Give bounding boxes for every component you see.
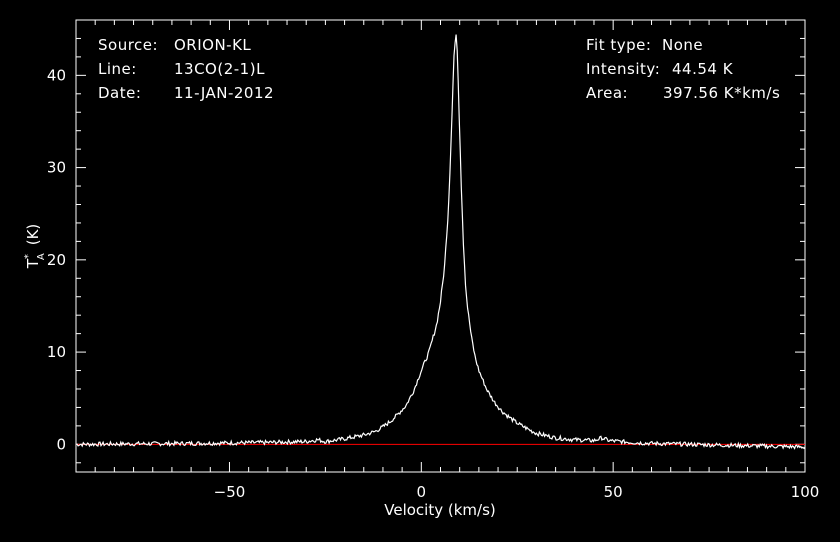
tick-labels: −50 0 50 100 0 10 20 30 40 — [47, 66, 819, 501]
x-axis-label: Velocity (km/s) — [384, 501, 495, 519]
date-label: Date: — [98, 84, 142, 102]
x-tick-label: 0 — [417, 483, 427, 501]
source-value: ORION-KL — [174, 36, 252, 54]
y-axis-label-sub: A — [36, 253, 47, 260]
source-label: Source: — [98, 36, 159, 54]
intensity-label: Intensity: — [586, 60, 661, 78]
x-tick-label: 50 — [604, 483, 623, 501]
y-axis-label-main: T — [24, 258, 42, 269]
y-tick-label: 0 — [56, 435, 66, 453]
y-tick-label: 20 — [47, 251, 66, 269]
x-tick-label: −50 — [214, 483, 246, 501]
x-tick-label: 100 — [791, 483, 820, 501]
area-value: 397.56 K*km/s — [663, 84, 781, 102]
date-value: 11-JAN-2012 — [174, 84, 275, 102]
line-label: Line: — [98, 60, 137, 78]
y-tick-label: 10 — [47, 343, 66, 361]
axis-ticks — [75, 19, 806, 472]
spectrum-line — [75, 34, 806, 450]
y-tick-label: 30 — [47, 159, 66, 177]
fit-type-label: Fit type: — [586, 36, 652, 54]
y-tick-label: 40 — [47, 66, 66, 84]
y-axis-label-sup: * — [23, 254, 34, 259]
y-axis-label-unit: (K) — [24, 224, 42, 246]
y-axis-label: T* A (K) — [23, 224, 47, 270]
line-value: 13CO(2-1)L — [174, 60, 265, 78]
svg-text:T*A(K): T* A (K) — [23, 224, 47, 270]
area-label: Area: — [586, 84, 629, 102]
fit-type-value: None — [662, 36, 704, 54]
intensity-value: 44.54 K — [672, 60, 734, 78]
